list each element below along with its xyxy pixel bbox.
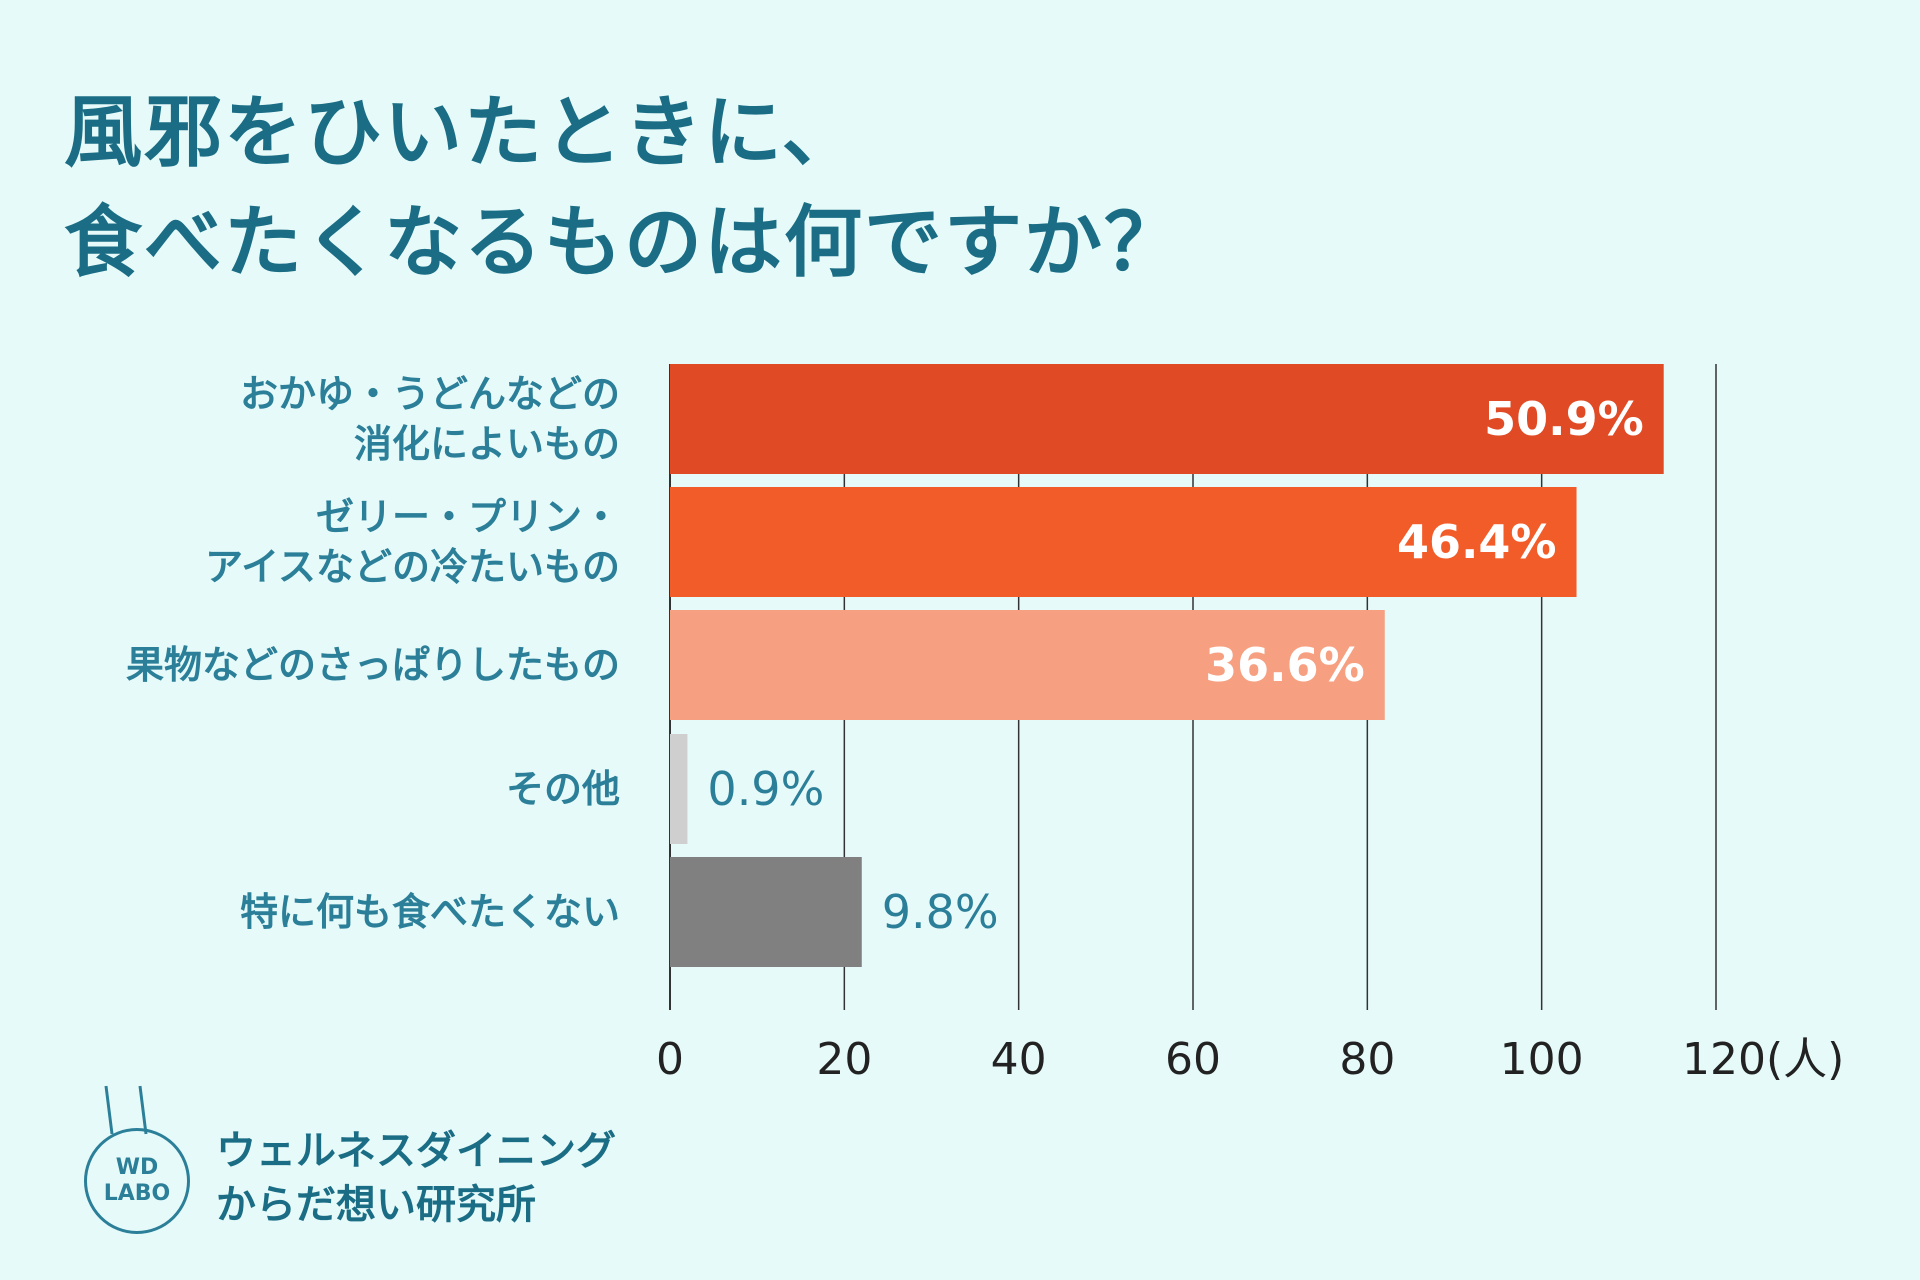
bar xyxy=(670,734,688,844)
brand-logo-line-1: WD xyxy=(115,1155,159,1180)
category-label-line: 特に何も食べたくない xyxy=(239,890,620,934)
data-label: 46.4% xyxy=(1397,515,1557,569)
category-label: 果物などのさっぱりしたもの xyxy=(126,640,620,690)
category-label: 特に何も食べたくない xyxy=(240,887,620,937)
bar xyxy=(670,487,1577,597)
brand-logo-line-2: LABO xyxy=(103,1181,171,1206)
title-line-2: 食べたくなるものは何ですか？ xyxy=(64,198,1185,288)
category-label-line: アイスなどの冷たいもの xyxy=(205,545,620,589)
category-label: ゼリー・プリン・アイスなどの冷たいもの xyxy=(205,492,620,592)
brand-name: ウェルネスダイニング からだ想い研究所 xyxy=(216,1124,616,1232)
category-label-line: ゼリー・プリン・ xyxy=(315,495,620,539)
category-label-line: 消化によいもの xyxy=(353,422,620,466)
x-tick-label: 120(人) xyxy=(1682,1034,1844,1085)
x-tick-label: 20 xyxy=(816,1034,872,1085)
data-label: 36.6% xyxy=(1205,638,1365,692)
category-label-line: その他 xyxy=(505,767,620,811)
x-tick-label: 0 xyxy=(656,1034,684,1085)
brand-logo: WD LABO xyxy=(84,1128,190,1234)
x-tick-label: 60 xyxy=(1165,1034,1221,1085)
x-tick-label: 80 xyxy=(1339,1034,1395,1085)
title-line-1: 風邪をひいたときに、 xyxy=(64,88,862,178)
x-tick-label: 100 xyxy=(1500,1034,1584,1085)
category-label: おかゆ・うどんなどの消化によいもの xyxy=(240,369,620,469)
data-label: 50.9% xyxy=(1484,392,1644,446)
brand-name-line-2: からだ想い研究所 xyxy=(216,1182,536,1228)
x-tick-label: 40 xyxy=(991,1034,1047,1085)
bar xyxy=(670,857,862,967)
category-label-line: 果物などのさっぱりしたもの xyxy=(125,643,620,687)
brand-name-line-1: ウェルネスダイニング xyxy=(216,1128,616,1174)
data-label: 0.9% xyxy=(707,762,824,816)
data-label: 9.8% xyxy=(882,885,999,939)
chart-title: 風邪をひいたときに、 食べたくなるものは何ですか？ xyxy=(64,78,1184,298)
category-label: その他 xyxy=(506,764,620,814)
category-label-line: おかゆ・うどんなどの xyxy=(239,372,620,416)
flask-neck-icon xyxy=(104,1085,148,1135)
bar xyxy=(670,610,1385,720)
bar xyxy=(670,364,1664,474)
